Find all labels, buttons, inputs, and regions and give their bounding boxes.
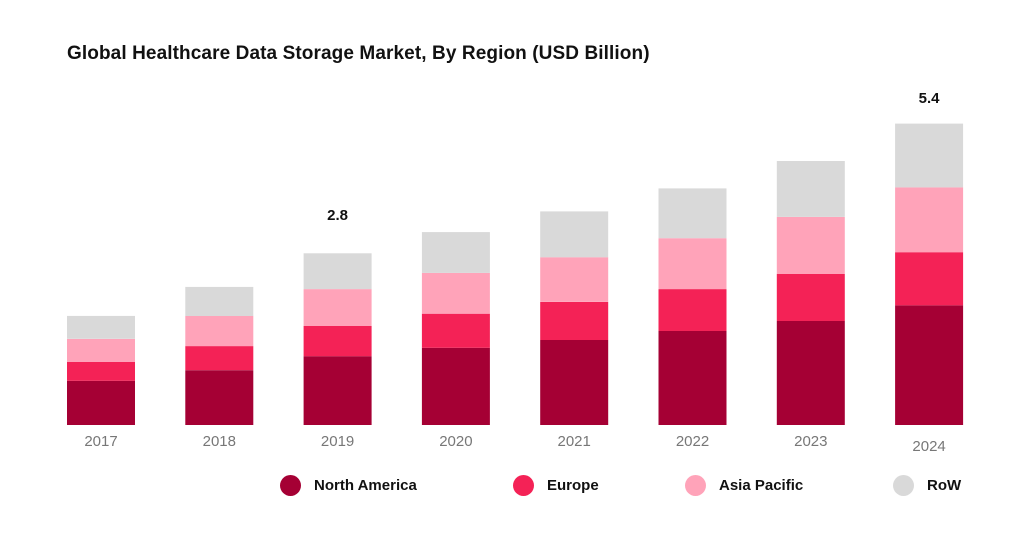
bar-segment-europe-2020 <box>421 313 490 348</box>
bar-segment-asia-pacific-2019 <box>303 289 372 326</box>
legend-swatch-row <box>893 475 914 496</box>
bar-segment-europe-2024 <box>895 252 964 306</box>
bar-segment-north-america-2020 <box>421 347 490 425</box>
bar-segment-asia-pacific-2024 <box>895 187 964 253</box>
x-tick-label: 2017 <box>84 433 117 450</box>
bar-segment-europe-2018 <box>185 346 254 371</box>
legend-label: North America <box>314 477 417 494</box>
x-tick-label: 2019 <box>321 433 354 450</box>
bar-segment-north-america-2022 <box>658 331 727 425</box>
bar-segment-row-2020 <box>421 232 490 273</box>
bar-segment-row-2019 <box>303 253 372 290</box>
bar-segment-row-2023 <box>776 161 845 217</box>
legend-swatch-europe <box>513 475 534 496</box>
bar-segment-europe-2019 <box>303 326 372 357</box>
bar-segment-europe-2022 <box>658 289 727 331</box>
bar-segment-asia-pacific-2023 <box>776 217 845 274</box>
bar-segment-europe-2017 <box>67 361 135 381</box>
legend-item-europe: Europe <box>513 475 599 496</box>
bar-segment-row-2017 <box>67 315 135 339</box>
legend-label: RoW <box>927 477 962 494</box>
x-tick-label: 2021 <box>558 433 591 450</box>
data-label-2024: 5.4 <box>919 90 941 107</box>
bar-segment-asia-pacific-2018 <box>185 315 254 347</box>
x-tick-label: 2020 <box>439 433 472 450</box>
bar-segment-row-2022 <box>658 188 727 239</box>
bar-segment-row-2018 <box>185 286 254 316</box>
bar-segment-north-america-2023 <box>776 321 845 425</box>
data-label-2019: 2.8 <box>327 207 348 224</box>
bar-segment-north-america-2019 <box>303 356 372 425</box>
bar-segment-europe-2023 <box>776 274 845 321</box>
legend: North America Europe Asia Pacific RoW <box>0 475 1024 501</box>
bar-segment-row-2021 <box>540 211 609 258</box>
chart-title: Global Healthcare Data Storage Market, B… <box>67 43 650 64</box>
bar-segment-row-2024 <box>895 123 964 188</box>
bar-segment-asia-pacific-2022 <box>658 238 727 290</box>
bar-segment-north-america-2017 <box>67 380 135 425</box>
legend-item-row: RoW <box>893 475 961 496</box>
x-tick-label: 2023 <box>794 433 827 450</box>
bar-segment-europe-2021 <box>540 302 609 340</box>
legend-label: Europe <box>547 477 599 494</box>
bar-segment-asia-pacific-2020 <box>421 272 490 314</box>
stacked-bar-chart: 2017 2018 2019 2020 2021 2022 2023 2024 2.8 5.4 <box>67 90 964 455</box>
x-axis-ticks: 2017 2018 2019 2020 2021 2022 2023 2024 <box>84 433 945 455</box>
bar-segment-asia-pacific-2021 <box>540 257 609 302</box>
x-tick-label: 2022 <box>676 433 709 450</box>
legend-label: Asia Pacific <box>719 477 804 494</box>
legend-swatch-asia-pacific <box>685 475 706 496</box>
legend-item-asia-pacific: Asia Pacific <box>685 475 803 496</box>
bar-segment-north-america-2018 <box>185 370 254 425</box>
x-tick-label: 2018 <box>203 433 236 450</box>
bars-group <box>67 123 964 425</box>
legend-item-north-america: North America <box>280 475 417 496</box>
x-tick-label: 2024 <box>912 438 945 455</box>
data-labels: 2.8 5.4 <box>327 90 940 224</box>
bar-segment-north-america-2021 <box>540 340 609 425</box>
legend-swatch-north-america <box>280 475 301 496</box>
bar-segment-north-america-2024 <box>895 305 964 425</box>
bar-segment-asia-pacific-2017 <box>67 338 135 362</box>
